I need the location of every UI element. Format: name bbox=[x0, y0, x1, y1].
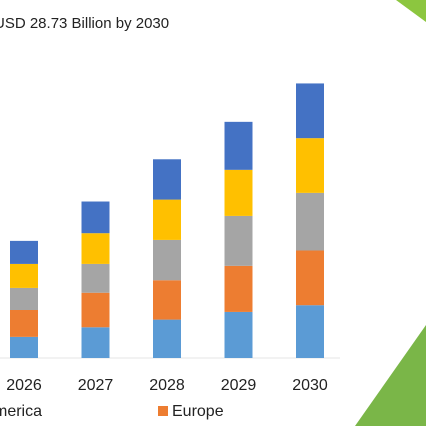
x-tick-label: 2030 bbox=[292, 377, 328, 394]
x-tick-label: 2029 bbox=[221, 377, 257, 394]
corner-decoration bbox=[396, 0, 426, 22]
bar-segment bbox=[81, 292, 110, 328]
bar-segment bbox=[81, 327, 110, 358]
bar-segment bbox=[81, 233, 110, 264]
bar-segment bbox=[224, 215, 253, 266]
bar-segment bbox=[296, 138, 324, 193]
bar-segment bbox=[153, 199, 181, 240]
bar-segment bbox=[296, 305, 324, 358]
bar-segment bbox=[153, 280, 181, 320]
legend-label: Europe bbox=[172, 403, 224, 420]
chart-subtitle: USD 28.73 Billion by 2030 bbox=[0, 15, 169, 32]
bar-segment bbox=[224, 311, 253, 358]
bar-segment bbox=[81, 201, 110, 234]
bar-segment bbox=[224, 265, 253, 312]
bar-segment bbox=[153, 239, 181, 281]
x-tick-label: 2027 bbox=[78, 377, 114, 394]
bar-segment bbox=[153, 159, 181, 200]
bar-segment bbox=[224, 169, 253, 216]
bar-segment bbox=[10, 336, 38, 358]
bar-segment bbox=[10, 263, 38, 288]
bar-segment bbox=[10, 287, 38, 310]
bar-segment bbox=[296, 83, 324, 139]
bar-segment bbox=[296, 250, 324, 306]
x-tick-label: 2026 bbox=[6, 377, 42, 394]
bar-segment bbox=[81, 263, 110, 293]
legend-swatch bbox=[158, 406, 168, 416]
bar-segment bbox=[153, 319, 181, 358]
bar-segment bbox=[224, 121, 253, 170]
bar-segment bbox=[10, 310, 38, 337]
bar-segment bbox=[296, 192, 324, 251]
corner-decoration bbox=[355, 325, 426, 426]
legend-label: America bbox=[0, 403, 42, 420]
x-tick-label: 2028 bbox=[149, 377, 185, 394]
bar-segment bbox=[10, 240, 38, 264]
